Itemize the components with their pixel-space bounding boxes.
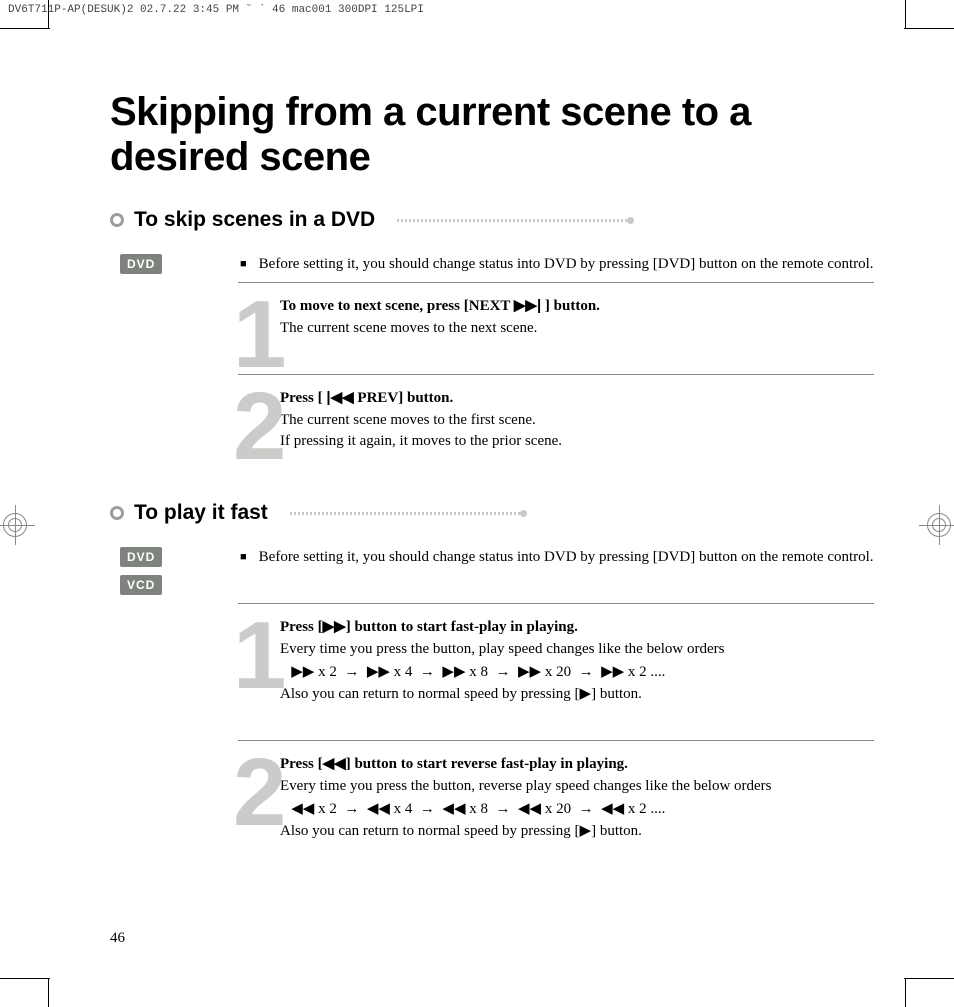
page-number: 46	[110, 930, 125, 947]
media-glyph-icon: ▶▶	[323, 618, 346, 635]
registration-mark	[919, 505, 954, 545]
crop-mark	[48, 0, 49, 28]
step-title: Press [ |◀◀ PREV] button.	[280, 387, 562, 410]
crop-mark	[905, 979, 906, 1007]
step-number: 2	[233, 745, 286, 841]
step-title: Press [▶▶] button to start fast-play in …	[280, 616, 724, 639]
instruction-step: 1To move to next scene, press [NEXT ▶▶| …	[238, 282, 874, 374]
section-title: To play it fast	[134, 501, 280, 525]
step-title: Press [◀◀] button to start reverse fast-…	[280, 753, 772, 776]
step-text: The current scene moves to the next scen…	[280, 318, 600, 340]
instruction-step: 2Press [ |◀◀ PREV] button.The current sc…	[238, 374, 874, 487]
arrow-icon: →	[495, 663, 510, 680]
media-badge: DVD	[120, 547, 162, 567]
arrow-icon: →	[344, 663, 359, 680]
print-header: DV6T711P-AP(DESUK)2 02.7.22 3:45 PM ˘ ` …	[0, 0, 954, 20]
arrow-icon: →	[579, 800, 594, 817]
crop-mark	[904, 978, 954, 979]
media-glyph-icon: ▶▶	[367, 663, 390, 680]
media-glyph-icon: ▶▶	[518, 663, 541, 680]
step-text: Also you can return to normal speed by p…	[280, 820, 772, 843]
intro-text: ■Before setting it, you should change st…	[240, 254, 874, 274]
step-number: 1	[233, 608, 286, 704]
step-title: To move to next scene, press [NEXT ▶▶| ]…	[280, 295, 600, 318]
media-glyph-icon: ▶▶	[291, 663, 314, 680]
media-glyph-icon: |◀◀	[326, 389, 353, 406]
speed-sequence: ◀◀ x 2 → ◀◀ x 4 → ◀◀ x 8 → ◀◀ x 20 → ◀◀ …	[280, 798, 772, 821]
media-badges: DVD VCD	[120, 547, 220, 595]
step-text: Every time you press the button, play sp…	[280, 639, 724, 661]
crop-mark	[0, 978, 50, 979]
media-glyph-icon: ▶▶|	[514, 297, 541, 314]
divider	[397, 219, 632, 222]
divider	[290, 512, 525, 515]
step-text: Every time you press the button, reverse…	[280, 776, 772, 798]
media-glyph-icon: ◀◀	[291, 800, 314, 817]
square-icon: ■	[240, 257, 247, 274]
arrow-icon: →	[495, 800, 510, 817]
arrow-icon: →	[344, 800, 359, 817]
step-text: If pressing it again, it moves to the pr…	[280, 431, 562, 453]
bullet-icon	[110, 213, 124, 227]
step-number: 1	[233, 287, 286, 383]
arrow-icon: →	[579, 663, 594, 680]
registration-mark	[0, 505, 35, 545]
media-badge: DVD	[120, 254, 162, 274]
media-glyph-icon: ◀◀	[323, 755, 346, 772]
crop-mark	[48, 979, 49, 1007]
media-glyph-icon: ◀◀	[442, 800, 465, 817]
media-badges: DVD	[120, 254, 220, 274]
media-glyph-icon: ◀◀	[601, 800, 624, 817]
instruction-step: 1Press [▶▶] button to start fast-play in…	[238, 603, 874, 740]
square-icon: ■	[240, 550, 247, 567]
intro-text: ■Before setting it, you should change st…	[240, 547, 874, 567]
step-text: Also you can return to normal speed by p…	[280, 683, 724, 706]
crop-mark	[0, 28, 50, 29]
media-glyph-icon: ◀◀	[367, 800, 390, 817]
section-title: To skip scenes in a DVD	[134, 208, 387, 232]
section-heading: To skip scenes in a DVD	[110, 208, 874, 232]
step-text: The current scene moves to the first sce…	[280, 410, 562, 432]
bullet-icon	[110, 506, 124, 520]
instruction-step: 2Press [◀◀] button to start reverse fast…	[238, 740, 874, 877]
step-number: 2	[233, 379, 286, 475]
media-glyph-icon: ▶▶	[442, 663, 465, 680]
play-icon: ▶	[580, 685, 592, 702]
section-heading: To play it fast	[110, 501, 874, 525]
crop-mark	[905, 0, 906, 28]
page-title: Skipping from a current scene to a desir…	[110, 90, 874, 180]
speed-sequence: ▶▶ x 2 → ▶▶ x 4 → ▶▶ x 8 → ▶▶ x 20 → ▶▶ …	[280, 661, 724, 684]
crop-mark	[904, 28, 954, 29]
media-glyph-icon: ▶▶	[601, 663, 624, 680]
play-icon: ▶	[580, 822, 592, 839]
arrow-icon: →	[420, 800, 435, 817]
arrow-icon: →	[420, 663, 435, 680]
media-glyph-icon: ◀◀	[518, 800, 541, 817]
media-badge: VCD	[120, 575, 162, 595]
